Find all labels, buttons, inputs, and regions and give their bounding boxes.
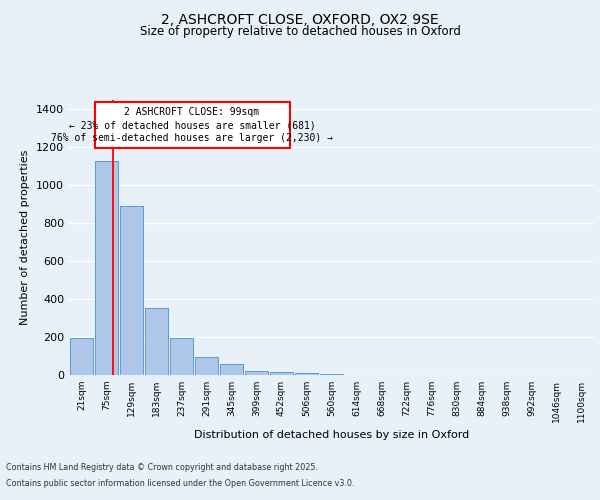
Text: 2 ASHCROFT CLOSE: 99sqm: 2 ASHCROFT CLOSE: 99sqm bbox=[124, 107, 260, 117]
Bar bbox=[70, 338, 93, 375]
Text: ← 23% of detached houses are smaller (681): ← 23% of detached houses are smaller (68… bbox=[68, 120, 316, 130]
Bar bbox=[170, 338, 193, 375]
Bar bbox=[245, 371, 268, 375]
Y-axis label: Number of detached properties: Number of detached properties bbox=[20, 150, 31, 325]
Bar bbox=[120, 206, 143, 375]
Text: Contains HM Land Registry data © Crown copyright and database right 2025.: Contains HM Land Registry data © Crown c… bbox=[6, 464, 318, 472]
Text: Size of property relative to detached houses in Oxford: Size of property relative to detached ho… bbox=[140, 25, 460, 38]
Bar bbox=[220, 364, 243, 375]
Text: Contains public sector information licensed under the Open Government Licence v3: Contains public sector information licen… bbox=[6, 478, 355, 488]
Bar bbox=[95, 160, 118, 375]
X-axis label: Distribution of detached houses by size in Oxford: Distribution of detached houses by size … bbox=[194, 430, 469, 440]
Text: 76% of semi-detached houses are larger (2,230) →: 76% of semi-detached houses are larger (… bbox=[51, 133, 333, 143]
Bar bbox=[195, 357, 218, 375]
Bar bbox=[295, 373, 318, 375]
Text: 2, ASHCROFT CLOSE, OXFORD, OX2 9SE: 2, ASHCROFT CLOSE, OXFORD, OX2 9SE bbox=[161, 12, 439, 26]
Bar bbox=[320, 374, 343, 375]
FancyBboxPatch shape bbox=[95, 102, 290, 148]
Bar bbox=[270, 372, 293, 375]
Bar bbox=[145, 308, 168, 375]
